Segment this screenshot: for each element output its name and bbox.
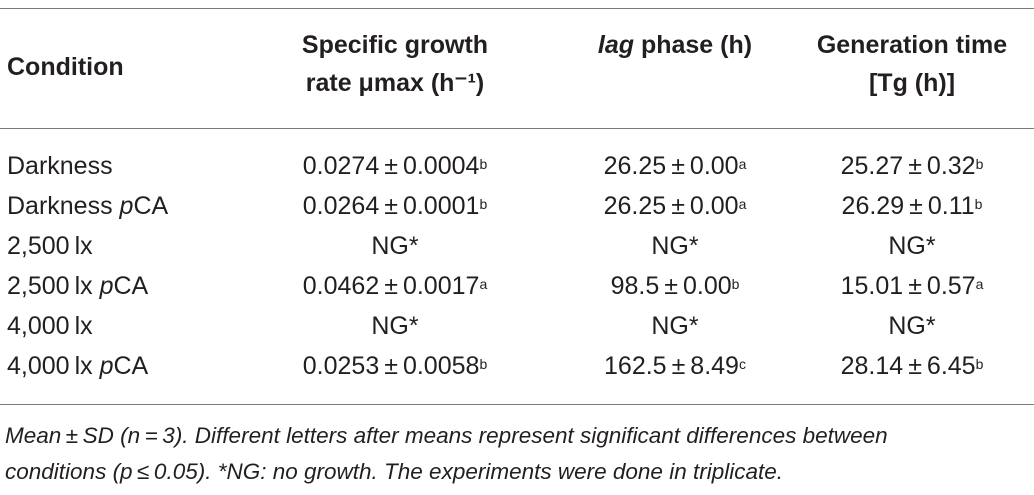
cell-condition: Darkness pCA	[7, 186, 168, 226]
footnote-line2: conditions (p ≤ 0.05). *NG: no growth. T…	[5, 459, 783, 484]
condition-text: 2,500 lx	[7, 272, 100, 300]
condition-text: 4,000 lx	[7, 352, 100, 380]
gen-letter: b	[975, 156, 984, 172]
condition-text: 2,500 lx	[7, 232, 93, 260]
cell-lag-phase: 162.5 ± 8.49c	[555, 346, 795, 386]
lag-value: 98.5 ± 0.00	[610, 272, 732, 300]
lag-value: NG*	[651, 312, 699, 340]
growth-value: 0.0253 ± 0.0058	[302, 352, 480, 380]
cell-lag-phase: NG*	[555, 306, 795, 346]
header-lag-phase: lag phase (h)	[555, 26, 795, 64]
lag-letter: a	[738, 196, 747, 212]
lag-value: 26.25 ± 0.00	[603, 192, 739, 220]
cell-growth-rate: NG*	[230, 226, 560, 266]
condition-italic: p	[99, 272, 114, 300]
condition-rest: CA	[113, 352, 149, 380]
cell-condition: 2,500 lx pCA	[7, 266, 148, 306]
cell-growth-rate: 0.0264 ± 0.0001b	[230, 186, 560, 226]
header-growth-line1: Specific growth	[301, 31, 489, 59]
lag-value: NG*	[651, 232, 699, 260]
cell-growth-rate: 0.0253 ± 0.0058b	[230, 346, 560, 386]
gen-value: 25.27 ± 0.32	[840, 152, 976, 180]
table-bottom-rule	[0, 404, 1034, 405]
growth-value: NG*	[371, 312, 419, 340]
cell-growth-rate: 0.0462 ± 0.0017a	[230, 266, 560, 306]
condition-text: 4,000 lx	[7, 312, 93, 340]
header-lag-italic: lag	[597, 31, 635, 59]
cell-condition: 4,000 lx	[7, 306, 93, 346]
table-top-rule	[0, 8, 1034, 9]
lag-letter: c	[738, 356, 746, 372]
condition-rest: CA	[133, 192, 169, 220]
cell-condition: 2,500 lx	[7, 226, 93, 266]
cell-generation-time: 25.27 ± 0.32b	[790, 146, 1034, 186]
gen-value: 26.29 ± 0.11	[841, 192, 975, 220]
cell-lag-phase: 98.5 ± 0.00b	[555, 266, 795, 306]
cell-generation-time: 28.14 ± 6.45b	[790, 346, 1034, 386]
growth-value: 0.0462 ± 0.0017	[302, 272, 480, 300]
table-header-rule	[0, 128, 1034, 129]
gen-letter: b	[975, 356, 984, 372]
growth-letter: b	[479, 156, 488, 172]
gen-value: 28.14 ± 6.45	[840, 352, 976, 380]
condition-rest: CA	[113, 272, 149, 300]
header-growth-rate: Specific growth rate μmax (h⁻¹)	[230, 26, 560, 102]
header-lag-rest: phase (h)	[634, 31, 753, 59]
header-condition: Condition	[7, 53, 124, 81]
cell-generation-time: NG*	[790, 226, 1034, 266]
growth-letter: b	[479, 356, 488, 372]
gen-letter: b	[974, 196, 983, 212]
gen-letter: a	[975, 276, 984, 292]
condition-text: Darkness	[7, 152, 113, 180]
cell-growth-rate: NG*	[230, 306, 560, 346]
lag-letter: a	[738, 156, 747, 172]
header-gen-line1: Generation time	[816, 31, 1008, 59]
cell-condition: Darkness	[7, 146, 113, 186]
growth-letter: b	[479, 196, 488, 212]
lag-value: 26.25 ± 0.00	[603, 152, 739, 180]
condition-text: Darkness	[7, 192, 120, 220]
cell-condition: 4,000 lx pCA	[7, 346, 148, 386]
table-footnote: Mean ± SD (n = 3). Different letters aft…	[5, 418, 1030, 490]
cell-lag-phase: 26.25 ± 0.00a	[555, 146, 795, 186]
lag-letter: b	[731, 276, 740, 292]
growth-value: NG*	[371, 232, 419, 260]
cell-growth-rate: 0.0274 ± 0.0004b	[230, 146, 560, 186]
growth-value: 0.0264 ± 0.0001	[302, 192, 480, 220]
lag-value: 162.5 ± 8.49	[604, 352, 739, 380]
header-gen-line2: [Tg (h)]	[868, 69, 956, 97]
cell-lag-phase: NG*	[555, 226, 795, 266]
gen-value: NG*	[888, 232, 936, 260]
condition-italic: p	[119, 192, 134, 220]
cell-lag-phase: 26.25 ± 0.00a	[555, 186, 795, 226]
footnote-line1: Mean ± SD (n = 3). Different letters aft…	[5, 423, 888, 448]
cell-generation-time: 26.29 ± 0.11b	[790, 186, 1034, 226]
gen-value: 15.01 ± 0.57	[840, 272, 976, 300]
cell-generation-time: NG*	[790, 306, 1034, 346]
growth-value: 0.0274 ± 0.0004	[302, 152, 480, 180]
gen-value: NG*	[888, 312, 936, 340]
growth-letter: a	[479, 276, 488, 292]
header-growth-line2: rate μmax (h⁻¹)	[305, 69, 485, 97]
cell-generation-time: 15.01 ± 0.57a	[790, 266, 1034, 306]
condition-italic: p	[99, 352, 114, 380]
header-generation-time: Generation time [Tg (h)]	[790, 26, 1034, 102]
